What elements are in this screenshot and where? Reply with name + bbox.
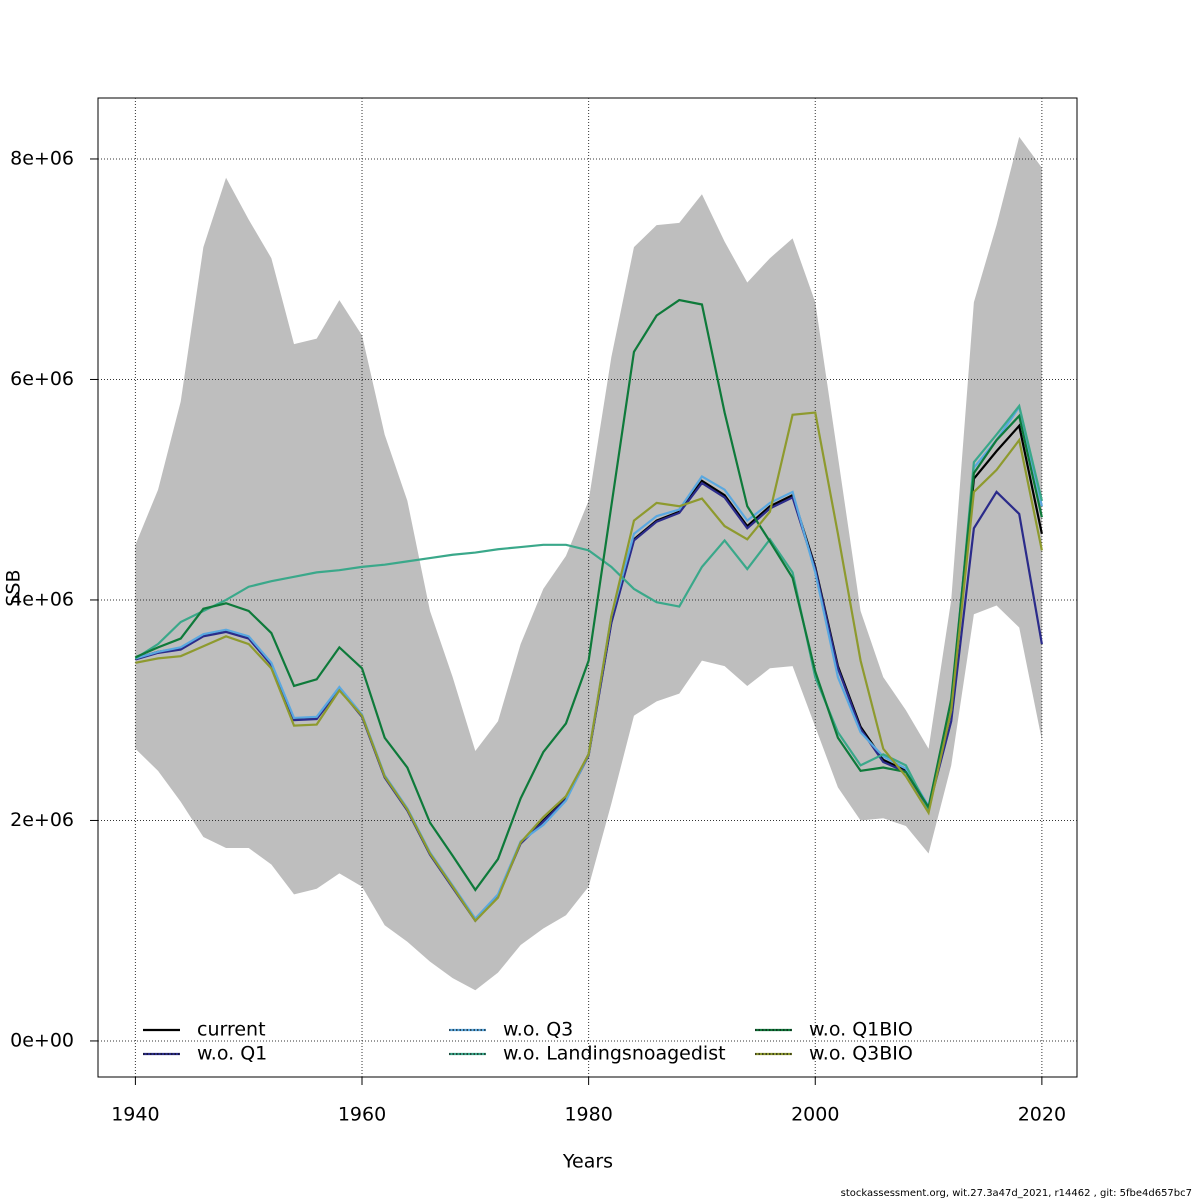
y-tick-label: 6e+06 [10,368,74,390]
legend-label: w.o. Q3 [503,1019,573,1041]
y-tick-label: 8e+06 [10,147,74,169]
series-line [134,298,1043,892]
x-tick-label: 2000 [791,1104,839,1126]
x-tick-label: 2020 [1018,1104,1066,1126]
plot-frame [97,97,1078,1078]
legend-label: current [197,1019,266,1041]
legend-label: w.o. Q3BIO [809,1043,913,1065]
legend-label: w.o. Q1 [197,1043,267,1065]
legend-label: w.o. Q1BIO [809,1019,913,1041]
x-axis-title: Years [562,1151,613,1173]
y-tick-label: 2e+06 [10,809,74,831]
y-axis-title: SSB [3,569,25,606]
series-line [135,411,1043,923]
legend-label: w.o. Landingsnoagedist [503,1043,726,1065]
x-tick-label: 1980 [564,1104,612,1126]
y-tick-label: 4e+06 [10,588,74,610]
x-tick-label: 1960 [338,1104,386,1126]
x-tick-label: 1940 [111,1104,159,1126]
y-tick-label: 0e+00 [10,1029,74,1051]
footer: stockassessment.org, wit.27.3a47d_2021, … [841,1188,1192,1199]
